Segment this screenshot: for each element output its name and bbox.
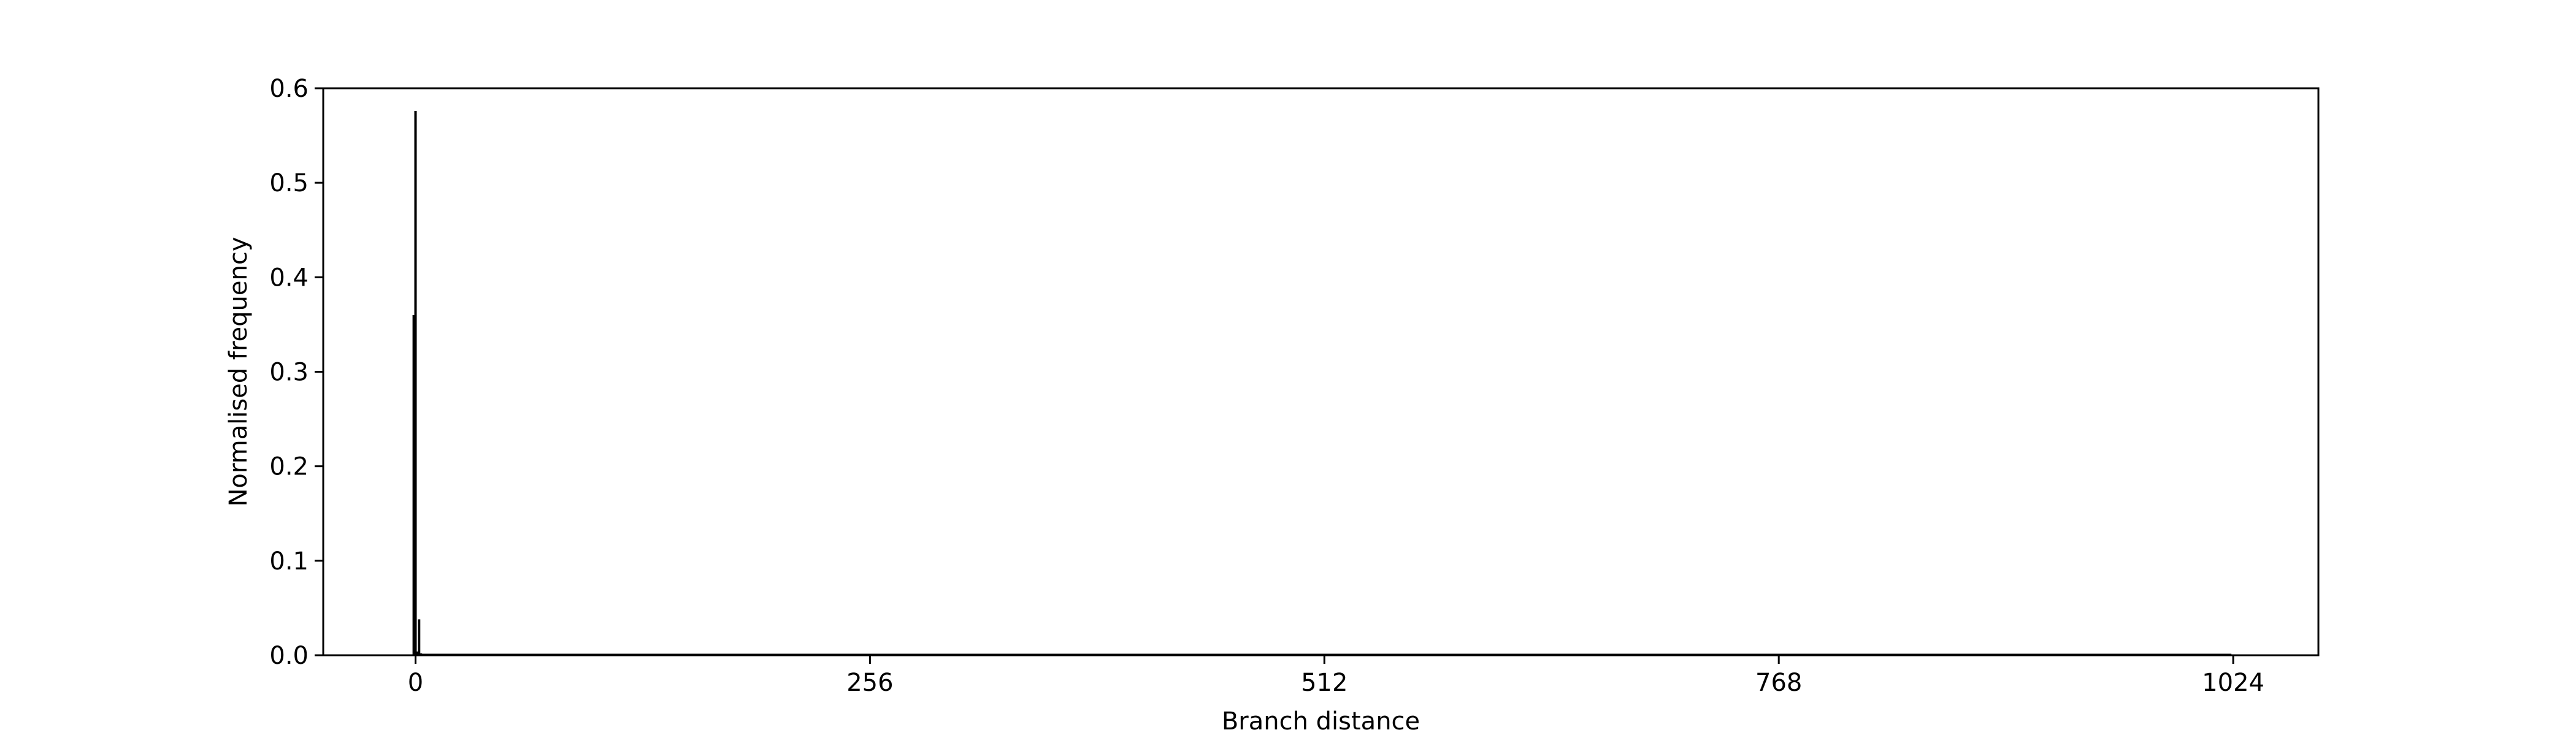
y-tick-label: 0.6 (269, 75, 309, 103)
x-tick-label: 1024 (2202, 669, 2264, 697)
histogram-bar (416, 651, 419, 655)
x-axis-label: Branch distance (1222, 707, 1420, 736)
histogram-bar (412, 315, 415, 655)
y-tick-label: 0.2 (269, 453, 309, 481)
y-tick-label: 0.0 (269, 642, 309, 670)
y-tick-label: 0.3 (269, 359, 309, 387)
y-axis-label: Normalised frequency (224, 237, 253, 506)
histogram-bar (418, 619, 421, 655)
labels-layer: Branch distance Normalised frequency (224, 237, 1420, 736)
y-tick-label: 0.5 (269, 169, 309, 197)
y-tick-label: 0.4 (269, 264, 309, 292)
x-tick-label: 768 (1755, 669, 1802, 697)
x-tick-label: 256 (846, 669, 893, 697)
x-tick-label: 512 (1301, 669, 1347, 697)
x-tick-label: 0 (408, 669, 423, 697)
y-tick-label: 0.1 (269, 547, 309, 576)
histogram-bar (414, 111, 417, 655)
axes-layer: 0 256 512 768 1024 0.0 0.1 0.2 0.3 0.4 0.5 0.6 (269, 75, 2320, 697)
